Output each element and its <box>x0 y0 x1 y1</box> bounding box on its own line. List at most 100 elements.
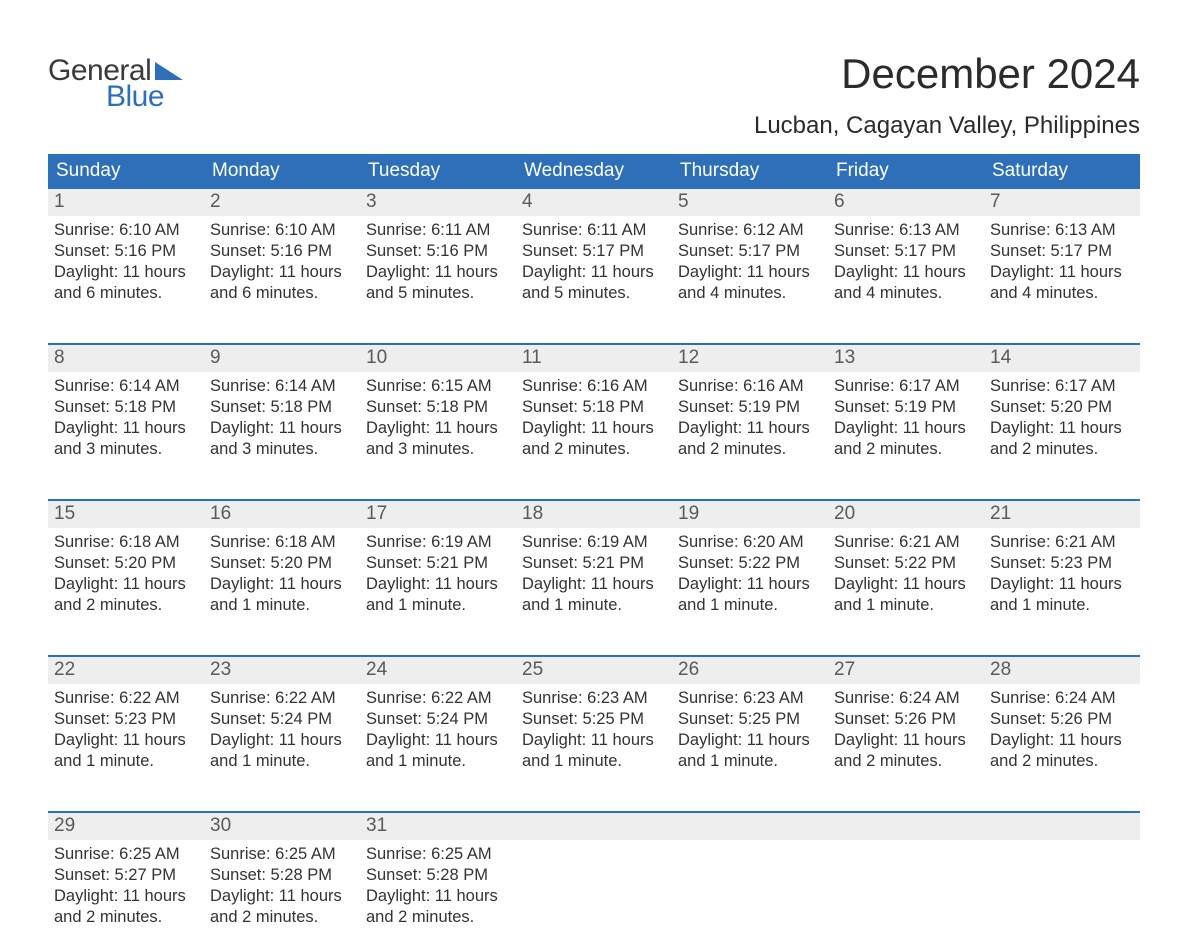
sunrise-text: Sunrise: 6:10 AM <box>54 220 198 241</box>
day-cell: 18Sunrise: 6:19 AMSunset: 5:21 PMDayligh… <box>516 501 672 629</box>
daylight-text-2: and 2 minutes. <box>990 751 1134 772</box>
daylight-text-1: Daylight: 11 hours <box>366 886 510 907</box>
daylight-text-2: and 1 minute. <box>210 595 354 616</box>
day-number-empty <box>516 813 672 840</box>
sunset-text: Sunset: 5:25 PM <box>678 709 822 730</box>
daylight-text-1: Daylight: 11 hours <box>366 730 510 751</box>
title-block: December 2024 Lucban, Cagayan Valley, Ph… <box>754 50 1140 140</box>
sunrise-text: Sunrise: 6:14 AM <box>210 376 354 397</box>
brand-logo: General Blue <box>48 50 183 112</box>
sunset-text: Sunset: 5:19 PM <box>834 397 978 418</box>
daylight-text-2: and 1 minute. <box>522 751 666 772</box>
day-number: 3 <box>360 189 516 216</box>
day-cell: 15Sunrise: 6:18 AMSunset: 5:20 PMDayligh… <box>48 501 204 629</box>
sunrise-text: Sunrise: 6:11 AM <box>366 220 510 241</box>
daylight-text-1: Daylight: 11 hours <box>834 262 978 283</box>
day-body: Sunrise: 6:16 AMSunset: 5:18 PMDaylight:… <box>516 372 672 466</box>
sunset-text: Sunset: 5:20 PM <box>990 397 1134 418</box>
daylight-text-2: and 3 minutes. <box>210 439 354 460</box>
sunrise-text: Sunrise: 6:13 AM <box>990 220 1134 241</box>
day-body: Sunrise: 6:24 AMSunset: 5:26 PMDaylight:… <box>828 684 984 778</box>
day-body: Sunrise: 6:17 AMSunset: 5:19 PMDaylight:… <box>828 372 984 466</box>
sunrise-text: Sunrise: 6:17 AM <box>834 376 978 397</box>
day-number: 19 <box>672 501 828 528</box>
sunrise-text: Sunrise: 6:21 AM <box>834 532 978 553</box>
daylight-text-2: and 5 minutes. <box>522 283 666 304</box>
daylight-text-1: Daylight: 11 hours <box>54 730 198 751</box>
sunset-text: Sunset: 5:16 PM <box>210 241 354 262</box>
sunset-text: Sunset: 5:20 PM <box>210 553 354 574</box>
sunrise-text: Sunrise: 6:24 AM <box>834 688 978 709</box>
day-cell: 7Sunrise: 6:13 AMSunset: 5:17 PMDaylight… <box>984 189 1140 317</box>
sunrise-text: Sunrise: 6:16 AM <box>678 376 822 397</box>
day-cell: 14 Sunrise: 6:17 AMSunset: 5:20 PMDayligh… <box>984 345 1140 473</box>
sunrise-text: Sunrise: 6:14 AM <box>54 376 198 397</box>
day-cell: 19Sunrise: 6:20 AMSunset: 5:22 PMDayligh… <box>672 501 828 629</box>
daylight-text-2: and 1 minute. <box>990 595 1134 616</box>
daylight-text-2: and 2 minutes. <box>54 595 198 616</box>
day-number: 12 <box>672 345 828 372</box>
daylight-text-2: and 4 minutes. <box>834 283 978 304</box>
day-of-week-header: SundayMondayTuesdayWednesdayThursdayFrid… <box>48 154 1140 189</box>
daylight-text-1: Daylight: 11 hours <box>210 262 354 283</box>
daylight-text-2: and 1 minute. <box>834 595 978 616</box>
day-number: 14 <box>984 345 1140 372</box>
sunset-text: Sunset: 5:19 PM <box>678 397 822 418</box>
sunrise-text: Sunrise: 6:24 AM <box>990 688 1134 709</box>
day-cell: 22Sunrise: 6:22 AMSunset: 5:23 PMDayligh… <box>48 657 204 785</box>
sunrise-text: Sunrise: 6:18 AM <box>54 532 198 553</box>
day-number: 10 <box>360 345 516 372</box>
day-body: Sunrise: 6:20 AMSunset: 5:22 PMDaylight:… <box>672 528 828 622</box>
sunset-text: Sunset: 5:18 PM <box>366 397 510 418</box>
day-number: 7 <box>984 189 1140 216</box>
day-body: Sunrise: 6:10 AMSunset: 5:16 PMDaylight:… <box>204 216 360 310</box>
day-cell: 25Sunrise: 6:23 AMSunset: 5:25 PMDayligh… <box>516 657 672 785</box>
daylight-text-1: Daylight: 11 hours <box>522 418 666 439</box>
daylight-text-2: and 2 minutes. <box>990 439 1134 460</box>
sunset-text: Sunset: 5:22 PM <box>678 553 822 574</box>
day-body: Sunrise: 6:22 AMSunset: 5:24 PMDaylight:… <box>360 684 516 778</box>
sunset-text: Sunset: 5:28 PM <box>366 865 510 886</box>
daylight-text-2: and 1 minute. <box>54 751 198 772</box>
daylight-text-1: Daylight: 11 hours <box>210 574 354 595</box>
sunrise-text: Sunrise: 6:22 AM <box>54 688 198 709</box>
day-number: 30 <box>204 813 360 840</box>
dow-tuesday: Tuesday <box>360 154 516 189</box>
day-cell: 16Sunrise: 6:18 AMSunset: 5:20 PMDayligh… <box>204 501 360 629</box>
sunset-text: Sunset: 5:16 PM <box>54 241 198 262</box>
day-number: 5 <box>672 189 828 216</box>
sunset-text: Sunset: 5:23 PM <box>990 553 1134 574</box>
day-number: 23 <box>204 657 360 684</box>
month-title: December 2024 <box>754 50 1140 98</box>
brand-word-2: Blue <box>106 82 183 112</box>
day-body: Sunrise: 6:25 AMSunset: 5:28 PMDaylight:… <box>360 840 516 934</box>
daylight-text-1: Daylight: 11 hours <box>834 574 978 595</box>
sunset-text: Sunset: 5:26 PM <box>990 709 1134 730</box>
day-cell: 30Sunrise: 6:25 AMSunset: 5:28 PMDayligh… <box>204 813 360 941</box>
daylight-text-1: Daylight: 11 hours <box>366 262 510 283</box>
day-body: Sunrise: 6:13 AMSunset: 5:17 PMDaylight:… <box>984 216 1140 310</box>
header: General Blue December 2024 Lucban, Cagay… <box>48 50 1140 140</box>
daylight-text-1: Daylight: 11 hours <box>522 730 666 751</box>
flag-icon <box>155 62 183 80</box>
daylight-text-1: Daylight: 11 hours <box>990 730 1134 751</box>
daylight-text-1: Daylight: 11 hours <box>834 730 978 751</box>
day-number-empty <box>984 813 1140 840</box>
day-number: 28 <box>984 657 1140 684</box>
sunrise-text: Sunrise: 6:10 AM <box>210 220 354 241</box>
sunset-text: Sunset: 5:28 PM <box>210 865 354 886</box>
day-cell: 10Sunrise: 6:15 AMSunset: 5:18 PMDayligh… <box>360 345 516 473</box>
sunrise-text: Sunrise: 6:11 AM <box>522 220 666 241</box>
sunrise-text: Sunrise: 6:25 AM <box>366 844 510 865</box>
day-number: 1 <box>48 189 204 216</box>
sunset-text: Sunset: 5:24 PM <box>210 709 354 730</box>
daylight-text-1: Daylight: 11 hours <box>990 262 1134 283</box>
week-row: 29Sunrise: 6:25 AMSunset: 5:27 PMDayligh… <box>48 811 1140 941</box>
daylight-text-1: Daylight: 11 hours <box>210 418 354 439</box>
daylight-text-1: Daylight: 11 hours <box>990 418 1134 439</box>
daylight-text-2: and 6 minutes. <box>210 283 354 304</box>
sunset-text: Sunset: 5:17 PM <box>834 241 978 262</box>
daylight-text-1: Daylight: 11 hours <box>678 574 822 595</box>
sunrise-text: Sunrise: 6:17 AM <box>990 376 1134 397</box>
day-cell: 1Sunrise: 6:10 AMSunset: 5:16 PMDaylight… <box>48 189 204 317</box>
